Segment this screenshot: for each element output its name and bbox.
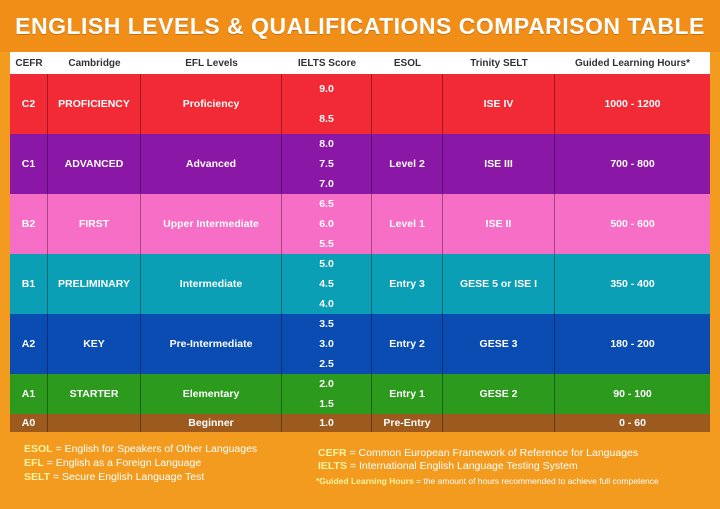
- cambridge-cell: STARTER: [48, 374, 141, 414]
- legend-esol: ESOL = English for Speakers of Other Lan…: [24, 443, 258, 455]
- ielts-score-cell: 8.0 7.5 7.0: [282, 134, 372, 194]
- trinity-selt-cell: GESE 3: [443, 314, 555, 374]
- header-ielts-score: IELTS Score: [297, 57, 357, 69]
- ielts-score-value: 7.5: [319, 158, 334, 170]
- ielts-score-value: 7.0: [319, 178, 334, 190]
- header-guided-hours: Guided Learning Hours*: [574, 57, 690, 69]
- page-title: ENGLISH LEVELS & QUALIFICATIONS COMPARIS…: [0, 0, 720, 52]
- cefr-cell: B2: [10, 194, 48, 254]
- trinity-selt-cell: GESE 2: [443, 374, 555, 414]
- esol-cell: Pre-Entry: [372, 414, 443, 432]
- table-row: A2 KEY Pre-Intermediate 3.5 3.0 2.5 Entry 2 GES…: [10, 314, 710, 374]
- legend-selt: SELT = Secure English Language Test: [24, 471, 205, 483]
- ielts-score-cell: 1.0: [282, 414, 372, 432]
- cambridge-cell: [48, 414, 141, 432]
- legend-cefr: CEFR = Common European Framework of Refe…: [318, 447, 639, 459]
- comparison-table: CEFR Cambridge EFL Levels IELTS Score ESOL Tr…: [10, 52, 710, 432]
- ielts-score-value: 2.5: [319, 358, 334, 370]
- trinity-selt-cell: ISE IV: [443, 74, 555, 134]
- guided-hours-cell: 1000 - 1200: [604, 98, 661, 110]
- ielts-score-cell: 6.5 6.0 5.5: [282, 194, 372, 254]
- esol-cell: Entry 2: [372, 314, 443, 374]
- esol-cell: Level 2: [372, 134, 443, 194]
- cambridge-cell: PRELIMINARY: [48, 254, 141, 314]
- trinity-selt-cell: ISE III: [443, 134, 555, 194]
- cefr-cell: B1: [10, 254, 48, 314]
- ielts-score-value: 1.0: [319, 417, 334, 429]
- cambridge-cell: FIRST: [48, 194, 141, 254]
- header-cefr: CEFR: [15, 57, 43, 69]
- header-trinity-selt: Trinity SELT: [470, 57, 528, 69]
- ielts-score-value: 8.5: [319, 113, 334, 125]
- efl-level-cell: Pre-Intermediate: [141, 314, 282, 374]
- efl-level-cell: Beginner: [141, 414, 282, 432]
- cefr-cell: C1: [10, 134, 48, 194]
- guided-hours-cell: 350 - 400: [610, 278, 655, 290]
- ielts-score-cell: 2.0 1.5: [282, 374, 372, 414]
- legend-ielts: IELTS = International English Language T…: [318, 460, 578, 472]
- legend-efl: EFL = English as a Foreign Language: [24, 457, 202, 469]
- trinity-selt-cell: ISE II: [443, 194, 555, 254]
- efl-level-cell: Elementary: [141, 374, 282, 414]
- ielts-score-cell: 5.0 4.5 4.0: [282, 254, 372, 314]
- legend-footer: ESOL = English for Speakers of Other Lan…: [10, 438, 710, 504]
- table-row: B1 PRELIMINARY Intermediate 5.0 4.5 4.0 Entry …: [10, 254, 710, 314]
- ielts-score-value: 8.0: [319, 138, 334, 150]
- cambridge-cell: ADVANCED: [48, 134, 141, 194]
- ielts-score-value: 3.5: [319, 318, 334, 330]
- legend-guided-hours: *Guided Learning Hours = the amount of h…: [316, 476, 659, 486]
- efl-level-cell: Proficiency: [141, 74, 282, 134]
- efl-level-cell: Intermediate: [141, 254, 282, 314]
- cambridge-cell: PROFICIENCY: [48, 74, 141, 134]
- ielts-score-value: 6.0: [319, 218, 334, 230]
- table-row: A0 Beginner 1.0 Pre-Entry 0 - 60: [10, 414, 710, 432]
- header-esol: ESOL: [393, 57, 422, 69]
- guided-hours-cell: 90 - 100: [613, 388, 652, 400]
- ielts-score-value: 1.5: [319, 398, 334, 410]
- esol-cell: Level 1: [372, 194, 443, 254]
- cefr-cell: A0: [10, 414, 48, 432]
- guided-hours-cell: 180 - 200: [610, 338, 655, 350]
- cefr-cell: A1: [10, 374, 48, 414]
- ielts-score-value: 6.5: [319, 198, 334, 210]
- ielts-score-value: 3.0: [319, 338, 334, 350]
- table-row: B2 FIRST Upper Intermediate 6.5 6.0 5.5 Level …: [10, 194, 710, 254]
- cefr-cell: C2: [10, 74, 48, 134]
- efl-level-cell: Upper Intermediate: [141, 194, 282, 254]
- cambridge-cell: KEY: [48, 314, 141, 374]
- header-cambridge: Cambridge: [68, 57, 121, 69]
- ielts-score-value: 5.5: [319, 238, 334, 250]
- ielts-score-value: 2.0: [319, 378, 334, 390]
- cefr-cell: A2: [10, 314, 48, 374]
- table-row: C1 ADVANCED Advanced 8.0 7.5 7.0 Level 2 ISE II…: [10, 134, 710, 194]
- guided-hours-cell: 700 - 800: [610, 158, 655, 170]
- esol-cell: Entry 3: [372, 254, 443, 314]
- ielts-score-cell: 9.0 8.5: [282, 74, 372, 134]
- trinity-selt-cell: [443, 414, 555, 432]
- ielts-score-value: 4.5: [319, 278, 334, 290]
- ielts-score-value: 4.0: [319, 298, 334, 310]
- efl-level-cell: Advanced: [141, 134, 282, 194]
- ielts-score-value: 9.0: [319, 83, 334, 95]
- guided-hours-cell: 500 - 600: [610, 218, 655, 230]
- trinity-selt-cell: GESE 5 or ISE I: [443, 254, 555, 314]
- guided-hours-cell: 0 - 60: [619, 417, 646, 429]
- table-row: C2 PROFICIENCY Proficiency 9.0 8.5 ISE IV 1000…: [10, 74, 710, 134]
- esol-cell: Entry 1: [372, 374, 443, 414]
- table-row: A1 STARTER Elementary 2.0 1.5 Entry 1 GESE 2 90…: [10, 374, 710, 414]
- header-efl-levels: EFL Levels: [185, 57, 238, 69]
- ielts-score-value: 5.0: [319, 258, 334, 270]
- esol-cell: [372, 74, 443, 134]
- ielts-score-cell: 3.5 3.0 2.5: [282, 314, 372, 374]
